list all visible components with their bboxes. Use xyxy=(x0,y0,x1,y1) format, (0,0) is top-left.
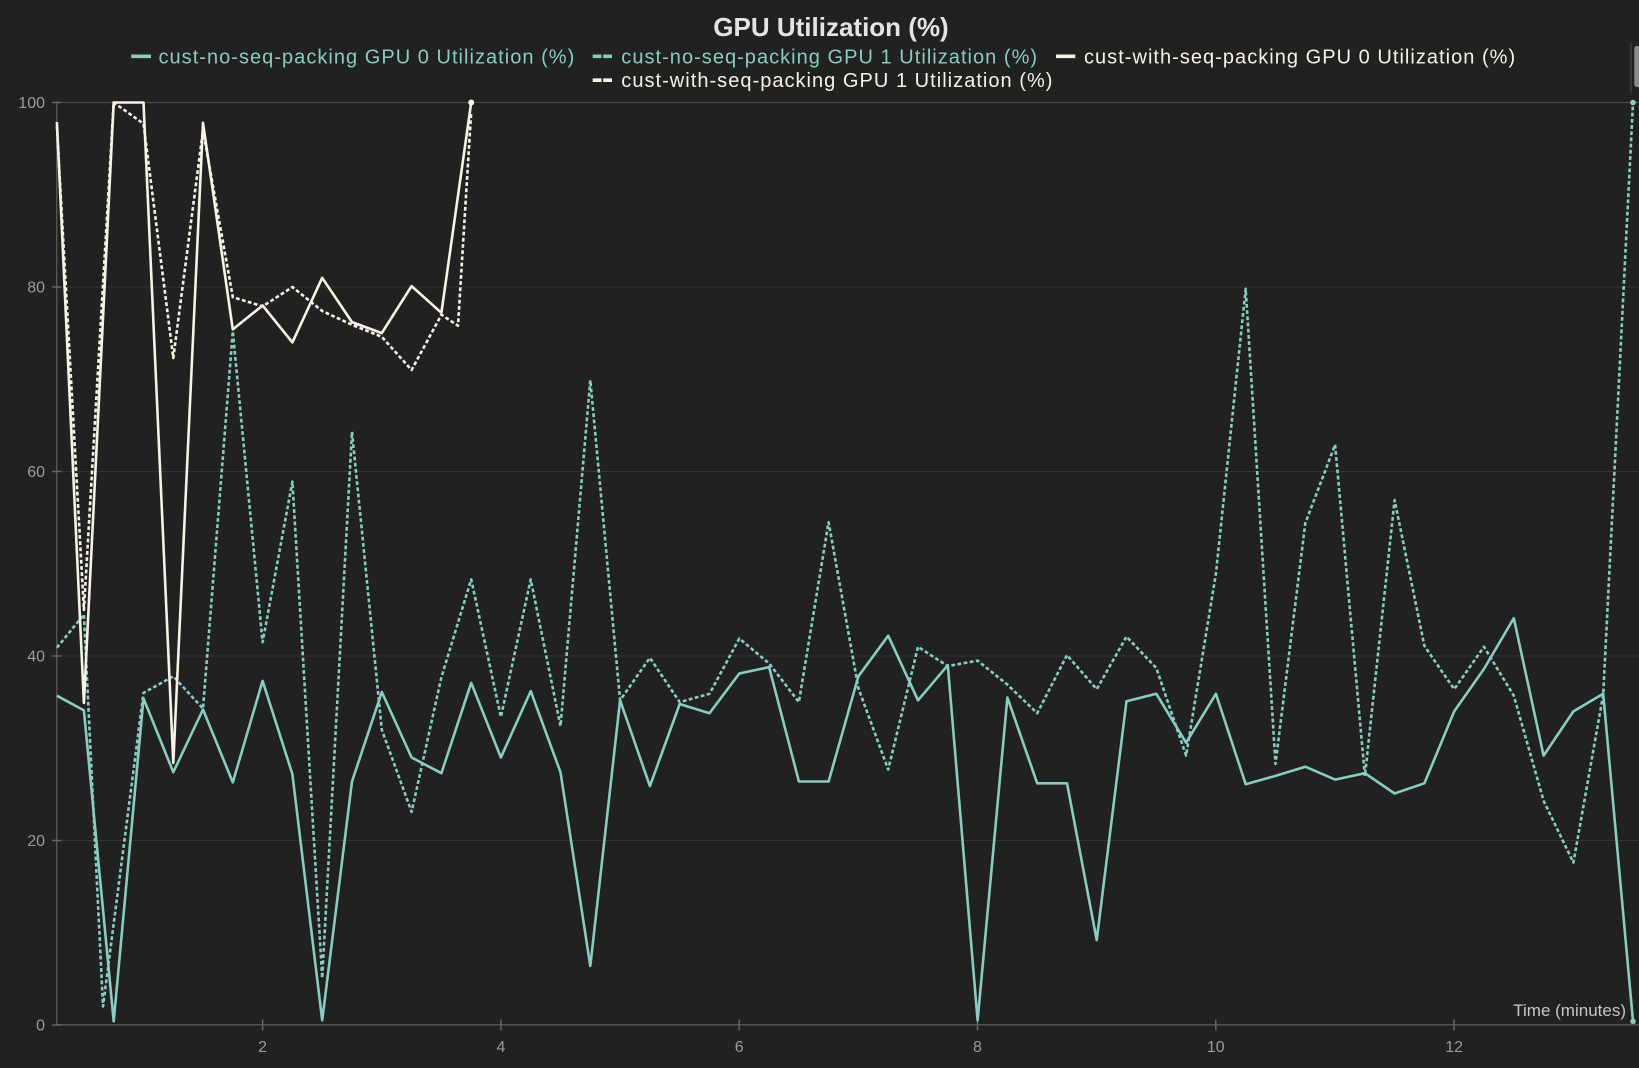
svg-text:Time (minutes): Time (minutes) xyxy=(1513,1001,1626,1020)
svg-text:cust-no-seq-packing GPU 0 Util: cust-no-seq-packing GPU 0 Utilization (%… xyxy=(159,46,576,68)
svg-text:cust-with-seq-packing GPU 1 Ut: cust-with-seq-packing GPU 1 Utilization … xyxy=(621,70,1053,92)
svg-text:80: 80 xyxy=(27,280,45,297)
svg-text:cust-no-seq-packing GPU 1 Util: cust-no-seq-packing GPU 1 Utilization (%… xyxy=(621,46,1038,68)
svg-text:GPU Utilization (%): GPU Utilization (%) xyxy=(713,12,948,42)
svg-text:8: 8 xyxy=(973,1039,982,1056)
svg-text:4: 4 xyxy=(496,1039,505,1056)
svg-text:12: 12 xyxy=(1445,1039,1463,1056)
svg-text:20: 20 xyxy=(27,833,45,850)
svg-text:cust-with-seq-packing GPU 0 Ut: cust-with-seq-packing GPU 0 Utilization … xyxy=(1084,46,1516,68)
svg-text:6: 6 xyxy=(735,1039,744,1056)
svg-text:60: 60 xyxy=(27,464,45,481)
svg-text:0: 0 xyxy=(36,1018,45,1035)
svg-text:100: 100 xyxy=(18,95,45,112)
svg-text:10: 10 xyxy=(1207,1039,1225,1056)
svg-text:2: 2 xyxy=(258,1039,267,1056)
svg-text:40: 40 xyxy=(27,649,45,666)
